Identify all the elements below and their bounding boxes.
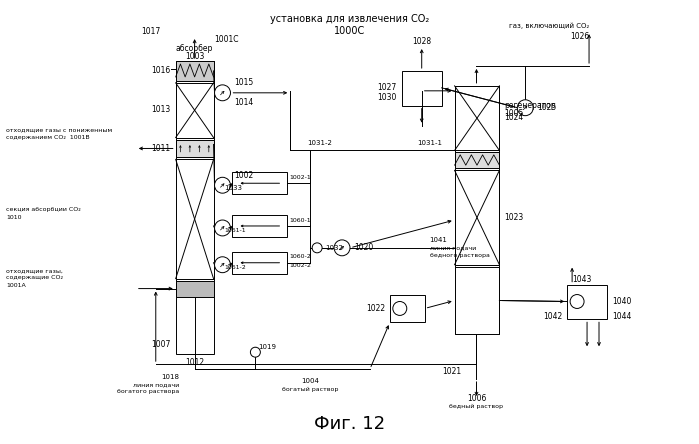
Text: 1060-1: 1060-1 [289, 218, 311, 222]
Text: 1017: 1017 [141, 27, 161, 36]
Text: 1015: 1015 [234, 79, 254, 87]
Text: 1001C: 1001C [215, 35, 239, 44]
Text: 1060-2: 1060-2 [289, 254, 311, 259]
Text: 1025: 1025 [538, 103, 556, 112]
Circle shape [215, 177, 231, 193]
Text: 1007: 1007 [152, 340, 171, 349]
Text: 1004: 1004 [301, 378, 319, 384]
Bar [175, 139, 213, 158]
Text: 1019: 1019 [259, 344, 276, 350]
Text: отходящие газы с пониженным: отходящие газы с пониженным [6, 127, 113, 132]
Text: 1022: 1022 [366, 304, 385, 313]
Circle shape [570, 294, 584, 309]
Bar [175, 159, 213, 279]
Text: содержащие CO₂: содержащие CO₂ [6, 275, 64, 280]
Text: 1032: 1032 [325, 245, 343, 251]
Text: 1061-1: 1061-1 [224, 229, 246, 234]
Text: бедный раствор: бедный раствор [449, 404, 503, 409]
Text: 1012: 1012 [185, 357, 204, 367]
Circle shape [334, 240, 350, 256]
Text: абсорбер: абсорбер [176, 44, 213, 52]
Text: содержанием CO₂  1001B: содержанием CO₂ 1001B [6, 135, 90, 140]
Text: 1031-1: 1031-1 [417, 140, 442, 147]
Text: 1061-2: 1061-2 [224, 265, 246, 270]
Circle shape [250, 347, 260, 357]
Text: 1041: 1041 [430, 237, 447, 243]
Text: 1020: 1020 [354, 243, 373, 252]
Text: 1005: 1005 [505, 109, 524, 118]
Text: 1021: 1021 [442, 367, 461, 376]
Text: богатого раствора: богатого раствора [117, 389, 180, 394]
Circle shape [215, 85, 231, 101]
Circle shape [215, 220, 231, 236]
Text: 1000C: 1000C [334, 26, 366, 36]
Circle shape [215, 257, 231, 273]
Text: 1014: 1014 [234, 98, 254, 107]
Text: 1002: 1002 [234, 171, 254, 180]
Bar [233, 215, 287, 237]
Text: 1010: 1010 [6, 214, 22, 219]
Text: 1026: 1026 [570, 32, 589, 41]
Text: 1040: 1040 [612, 297, 631, 306]
Bar [175, 61, 213, 81]
Text: бедного раствора: бедного раствора [430, 253, 489, 258]
Text: отходящие газы,: отходящие газы, [6, 268, 63, 273]
Text: линия подачи: линия подачи [134, 382, 180, 388]
Bar [454, 86, 499, 334]
Text: 1043: 1043 [572, 275, 591, 284]
Text: 1016: 1016 [152, 67, 171, 75]
Text: газ, включающий CO₂: газ, включающий CO₂ [509, 23, 589, 29]
Bar [390, 294, 425, 322]
Text: 1027: 1027 [377, 83, 397, 92]
Bar [175, 281, 213, 297]
Bar [175, 61, 213, 354]
Text: богатый раствор: богатый раствор [282, 386, 338, 392]
Bar [175, 83, 213, 138]
Text: 1002-2: 1002-2 [289, 263, 311, 268]
Text: 1033: 1033 [224, 185, 243, 191]
Text: 1002-1: 1002-1 [289, 175, 311, 180]
Bar [233, 252, 287, 274]
Circle shape [312, 243, 322, 253]
Text: 1031-2: 1031-2 [308, 140, 333, 147]
Bar [402, 71, 442, 106]
Text: 1023: 1023 [505, 213, 524, 222]
Circle shape [393, 301, 407, 315]
Bar [454, 152, 499, 168]
Text: 1011: 1011 [152, 144, 171, 153]
Text: 1044: 1044 [612, 312, 631, 321]
Bar [454, 86, 499, 151]
Text: 1030: 1030 [377, 93, 397, 102]
Text: 1018: 1018 [161, 374, 180, 380]
Text: линия подачи: линия подачи [430, 246, 476, 250]
Circle shape [517, 100, 533, 116]
Text: 1003: 1003 [185, 52, 204, 60]
Text: 1042: 1042 [543, 312, 562, 321]
Text: 1028: 1028 [412, 37, 431, 46]
Bar [233, 172, 287, 194]
Bar [454, 267, 499, 334]
Bar [567, 285, 607, 319]
Text: 1013: 1013 [152, 105, 171, 114]
Bar [454, 170, 499, 265]
Text: регенератор: регенератор [505, 101, 556, 110]
Text: установка для извлечения CO₂: установка для извлечения CO₂ [271, 14, 430, 24]
Text: 1006: 1006 [467, 394, 487, 404]
Text: 1001A: 1001A [6, 283, 26, 288]
Text: Фиг. 12: Фиг. 12 [315, 415, 386, 433]
Text: 1024: 1024 [505, 113, 524, 122]
Text: секция абсорбции CO₂: секция абсорбции CO₂ [6, 206, 81, 212]
